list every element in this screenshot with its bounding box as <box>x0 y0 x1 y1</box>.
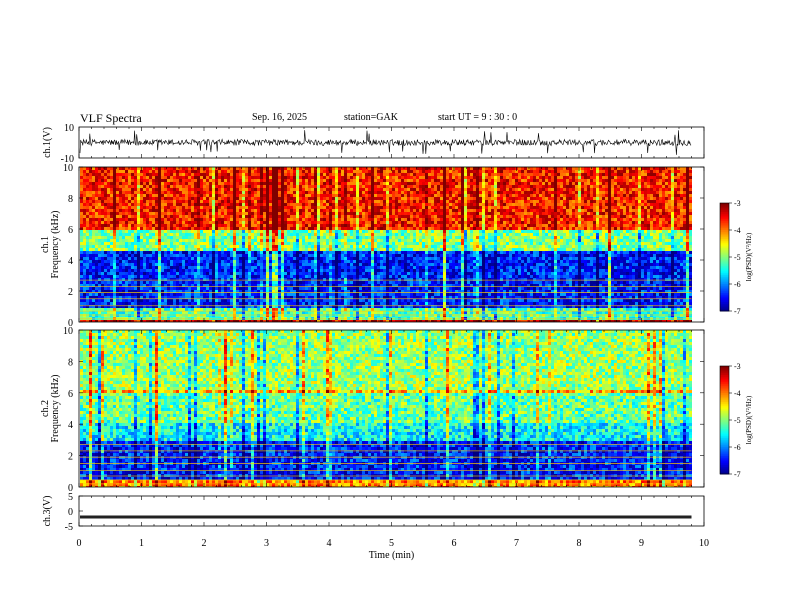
x-tick-label: 5 <box>389 538 394 549</box>
ch2-spectrogram-colorbar-tick-label: -6 <box>734 443 741 452</box>
ch2-spectrogram-colorbar-tick-label: -7 <box>734 470 741 479</box>
ch1-spectrogram-ytick-label: 2 <box>68 287 73 298</box>
x-tick-label: 9 <box>639 538 644 549</box>
ch2-spectrogram-ytick-label: 4 <box>68 420 73 431</box>
ch1-spectrogram-colorbar-tick-label: -7 <box>734 307 741 316</box>
ch2-spectrogram-heatmap <box>80 330 692 487</box>
ch3-waveform-line <box>80 515 692 519</box>
ch2-spectrogram-ytick-label: 0 <box>68 483 73 494</box>
ch1-spectrogram-colorbar <box>720 203 729 312</box>
x-tick-label: 2 <box>202 538 207 549</box>
station-label: station=GAK <box>344 112 398 123</box>
x-tick-label: 7 <box>514 538 519 549</box>
ch1-spectrogram-heatmap <box>80 167 692 322</box>
ch1-ytick-label: -10 <box>61 154 74 165</box>
ch3-ytick-label: 0 <box>68 507 73 518</box>
ch2-spectrogram-ylabel-frequency: Frequency (kHz) <box>50 374 61 442</box>
start-time-label: start UT = 9 : 30 : 0 <box>438 112 517 123</box>
ch1-spectrogram-ytick-label: 4 <box>68 256 73 267</box>
x-tick-label: 0 <box>77 538 82 549</box>
ch3-waveform-frame <box>78 495 705 527</box>
ch1-spectrogram-colorbar-label: log(PSD)(V²/Hz) <box>745 232 753 281</box>
ch3-ytick-label: 5 <box>68 492 73 503</box>
ch3-waveform-ylabel: ch.3(V) <box>42 496 53 527</box>
ch2-spectrogram-ytick-label: 6 <box>68 389 73 400</box>
ch2-spectrogram-ylabel-channel: ch.2 <box>40 400 51 417</box>
ch1-spectrogram-ytick-label: 10 <box>63 163 73 174</box>
ch2-spectrogram-colorbar <box>720 366 729 475</box>
ch1-waveform-ylabel: ch.1(V) <box>42 127 53 158</box>
ch1-spectrogram-colorbar-tick-label: -3 <box>734 199 741 208</box>
ch1-ytick-label: 10 <box>64 123 74 134</box>
ch2-spectrogram-ytick-label: 10 <box>63 326 73 337</box>
ch1-spectrogram-ytick-label: 6 <box>68 225 73 236</box>
ch2-spectrogram-colorbar-tick-label: -4 <box>734 389 741 398</box>
ch1-waveform-line <box>79 130 692 155</box>
x-tick-label: 3 <box>264 538 269 549</box>
x-tick-label: 4 <box>327 538 332 549</box>
ch3-ytick-label: -5 <box>65 522 73 533</box>
chart-title: VLF Spectra <box>80 111 142 126</box>
ch1-spectrogram-colorbar-tick-label: -5 <box>734 253 741 262</box>
ch2-spectrogram-colorbar-label: log(PSD)(V²/Hz) <box>745 395 753 444</box>
x-axis-label: Time (min) <box>369 550 414 561</box>
ch1-spectrogram-colorbar-tick-label: -4 <box>734 226 741 235</box>
x-tick-label: 6 <box>452 538 457 549</box>
ch1-spectrogram-ylabel-frequency: Frequency (kHz) <box>50 210 61 278</box>
ch2-spectrogram-colorbar-tick-label: -3 <box>734 362 741 371</box>
ch2-spectrogram-colorbar-tick-label: -5 <box>734 416 741 425</box>
x-tick-label: 1 <box>139 538 144 549</box>
ch1-spectrogram-ylabel-channel: ch.1 <box>40 236 51 253</box>
ch1-spectrogram-colorbar-tick-label: -6 <box>734 280 741 289</box>
x-tick-label: 8 <box>577 538 582 549</box>
ch2-spectrogram-ytick-label: 8 <box>68 357 73 368</box>
x-tick-label: 10 <box>699 538 709 549</box>
ch1-spectrogram-ytick-label: 0 <box>68 318 73 329</box>
ch1-spectrogram-ytick-label: 8 <box>68 194 73 205</box>
date-label: Sep. 16, 2025 <box>252 112 307 123</box>
ch2-spectrogram-ytick-label: 2 <box>68 452 73 463</box>
